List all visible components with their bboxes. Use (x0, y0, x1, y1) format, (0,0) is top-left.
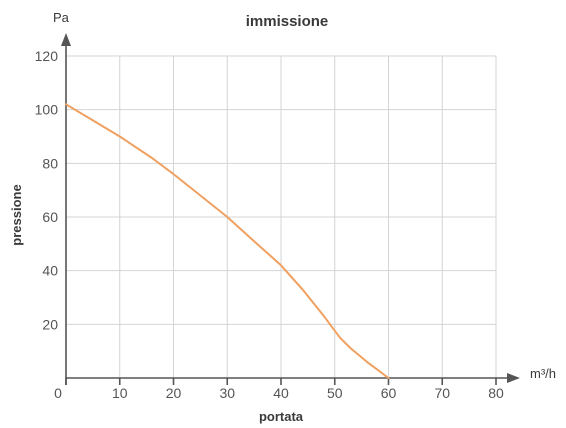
y-tick-label: 80 (42, 155, 58, 171)
x-axis-arrow (507, 373, 520, 383)
series-layer (65, 103, 390, 379)
x-tick-label: 0 (54, 385, 62, 401)
x-tick-label: 50 (327, 385, 343, 401)
grid-layer (66, 55, 497, 378)
x-tick-label: 30 (219, 385, 235, 401)
axes-layer (61, 33, 520, 385)
y-unit-label: Pa (53, 10, 70, 25)
chart-title: immissione (246, 13, 329, 30)
y-tick-label: 100 (35, 102, 59, 118)
y-tick-label: 60 (42, 209, 58, 225)
y-axis-title: pressione (9, 184, 24, 245)
x-tick-label: 10 (112, 385, 128, 401)
x-tick-label: 40 (273, 385, 289, 401)
x-tick-label: 80 (488, 385, 504, 401)
y-tick-label: 20 (42, 316, 58, 332)
x-axis-title: portata (259, 409, 304, 424)
tick-layer: 0 10 20 30 40 50 60 70 80 20 40 60 80 100 120 (35, 48, 504, 401)
x-unit-label: m³/h (530, 366, 556, 381)
y-tick-label: 120 (35, 48, 59, 64)
y-tick-label: 40 (42, 263, 58, 279)
x-tick-label: 20 (166, 385, 182, 401)
x-tick-label: 70 (434, 385, 450, 401)
y-axis-arrow (61, 33, 71, 46)
series-line (65, 103, 390, 379)
x-tick-label: 60 (381, 385, 397, 401)
